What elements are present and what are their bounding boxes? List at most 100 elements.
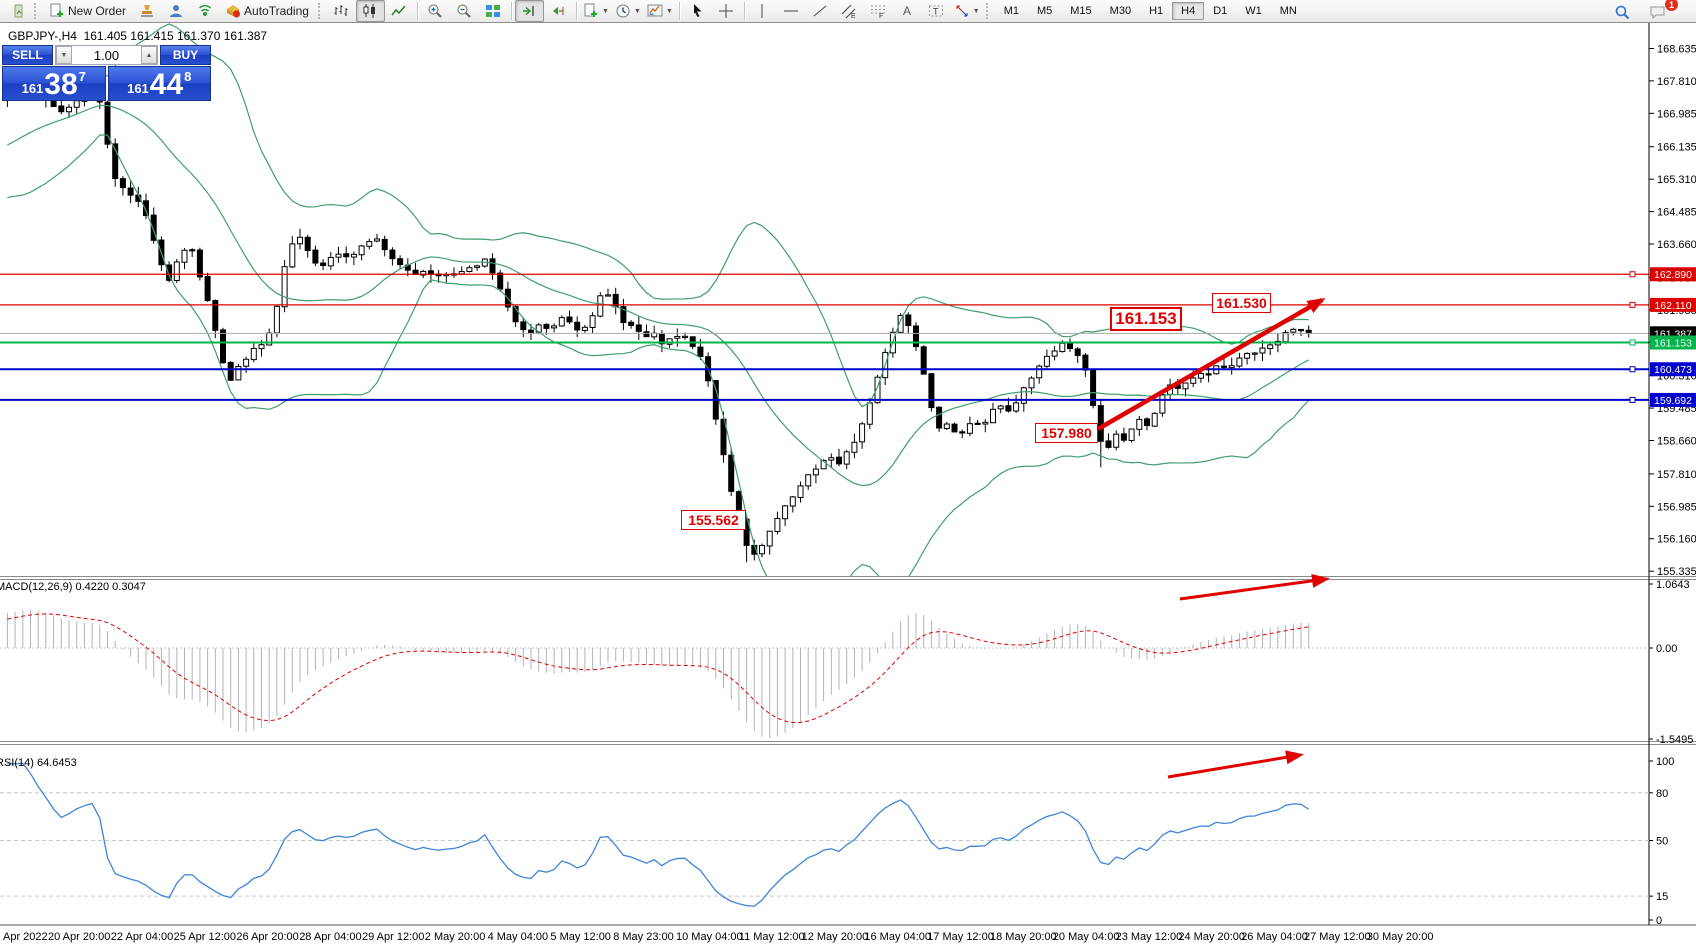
- trend-arrow-3[interactable]: [1167, 750, 1304, 779]
- price-chart[interactable]: 168.635 167.810 166.985 166.135 165.310 164.4…: [0, 23, 1696, 947]
- trend-arrow-2[interactable]: [1179, 573, 1330, 601]
- community-button[interactable]: [161, 0, 190, 22]
- toolbar-separator: [510, 2, 512, 20]
- svg-text:100: 100: [1656, 756, 1674, 768]
- horizontal-line-button[interactable]: [777, 0, 806, 22]
- tile-windows-button[interactable]: [479, 0, 508, 22]
- symbol-ohlc-line: GBPJPY-,H4 161.405 161.415 161.370 161.3…: [8, 29, 268, 43]
- cursor-button[interactable]: [683, 0, 712, 22]
- candlestick-chart-button[interactable]: [355, 0, 385, 22]
- volume-input[interactable]: 1.00: [93, 47, 120, 63]
- clipped-chart-icon[interactable]: [0, 0, 29, 22]
- timeframe-button-d1[interactable]: D1: [1213, 5, 1228, 17]
- crosshair-button[interactable]: [712, 0, 741, 22]
- timeframe-button-m15[interactable]: M15: [1070, 5, 1092, 17]
- bid-pips: 38: [44, 67, 78, 101]
- timeframe-button-m5[interactable]: M5: [1036, 5, 1053, 17]
- timeframe-button-mn[interactable]: MN: [1279, 5, 1297, 17]
- auto-scroll-icon: [553, 7, 564, 15]
- equidistant-channel-button[interactable]: E: [835, 0, 864, 22]
- svg-text:159.692: 159.692: [1654, 395, 1692, 407]
- ask-price-button[interactable]: 161 44 8: [107, 66, 211, 101]
- macd-pane: [0, 610, 1649, 738]
- toolbar-separator: [743, 2, 745, 20]
- new-order-button[interactable]: New Order: [43, 0, 132, 22]
- auto-scroll-button[interactable]: [544, 0, 573, 22]
- templates-button[interactable]: ▼: [644, 0, 676, 22]
- template-icon: [647, 4, 663, 17]
- toolbar-right-group: 1: [1608, 0, 1678, 23]
- vertical-line-button[interactable]: [748, 0, 777, 22]
- crosshair-icon: [719, 4, 734, 18]
- bollinger-bands: [6, 23, 1310, 576]
- svg-text:2 May 20:00: 2 May 20:00: [425, 931, 486, 943]
- zoom-out-button[interactable]: [450, 0, 479, 22]
- time-axis[interactable]: Apr 2022 20 Apr 20:00 22 Apr 04:00 25 Apr 1…: [3, 931, 1433, 943]
- price-label-155562[interactable]: 155.562: [681, 510, 746, 530]
- svg-text:30 May 20:00: 30 May 20:00: [1367, 931, 1434, 943]
- fibonacci-button[interactable]: F: [864, 0, 893, 22]
- price-label-161530[interactable]: 161.530: [1212, 293, 1271, 313]
- autotrading-button[interactable]: AutoTrading: [219, 0, 315, 22]
- toolbar: New Order AutoTrading: [0, 0, 1696, 23]
- arrows-button[interactable]: ▼: [951, 0, 983, 22]
- chart-fragment-icon: [14, 4, 22, 18]
- timeframe-button-h4[interactable]: H4: [1172, 2, 1205, 20]
- shift-end-button[interactable]: [514, 0, 544, 22]
- line-chart-button[interactable]: [385, 0, 414, 22]
- volume-decrease-button[interactable]: ▼: [56, 46, 72, 64]
- up-caret-icon: ▲: [145, 51, 153, 59]
- timeframe-button-h1[interactable]: H1: [1149, 5, 1164, 17]
- periods-button[interactable]: ▼: [612, 0, 644, 22]
- channel-icon: E: [841, 4, 856, 19]
- svg-text:12 May 20:00: 12 May 20:00: [802, 931, 869, 943]
- timeframe-button-w1[interactable]: W1: [1245, 5, 1262, 17]
- text-button[interactable]: A: [893, 0, 922, 22]
- sell-button[interactable]: SELL: [2, 45, 53, 65]
- price-axis[interactable]: 168.635 167.810 166.985 166.135 165.310 164.4…: [1649, 43, 1696, 578]
- text-label-button[interactable]: T: [922, 0, 951, 22]
- notifications-button[interactable]: 1: [1643, 0, 1678, 23]
- price-label-157980[interactable]: 157.980: [1035, 423, 1098, 443]
- bar-chart-button[interactable]: [327, 0, 356, 22]
- svg-text:29 Apr 12:00: 29 Apr 12:00: [362, 931, 424, 943]
- svg-text:T: T: [933, 7, 939, 17]
- rsi-indicator-label: RSI(14) 64.6453: [0, 757, 77, 769]
- ask-prefix: 161: [127, 81, 149, 96]
- zoom-in-icon: [428, 4, 443, 18]
- svg-text:26 May 04:00: 26 May 04:00: [1241, 931, 1308, 943]
- macd-signal-line: [7, 613, 1309, 724]
- svg-text:168.635: 168.635: [1657, 43, 1696, 55]
- toolbar-separator: [678, 2, 680, 20]
- svg-text:158.660: 158.660: [1657, 435, 1696, 447]
- price-label-161153[interactable]: 161.153: [1110, 307, 1182, 331]
- signals-button[interactable]: [190, 0, 219, 22]
- search-button[interactable]: [1608, 1, 1637, 23]
- toolbar-separator: [416, 2, 418, 20]
- horizontal-level-lines[interactable]: [0, 271, 1649, 403]
- svg-text:80: 80: [1656, 788, 1668, 800]
- svg-text:20 Apr 20:00: 20 Apr 20:00: [48, 931, 110, 943]
- new-chart-button[interactable]: ▼: [580, 0, 612, 22]
- svg-text:11 May 12:00: 11 May 12:00: [739, 931, 805, 943]
- svg-text:0: 0: [1656, 915, 1662, 927]
- chat-bubble-icon: [1650, 6, 1664, 20]
- svg-text:22 Apr 04:00: 22 Apr 04:00: [111, 931, 173, 943]
- buy-button[interactable]: BUY: [160, 45, 211, 65]
- svg-text:164.485: 164.485: [1657, 207, 1696, 219]
- trend-arrow-1[interactable]: [1096, 298, 1326, 431]
- svg-text:50: 50: [1656, 836, 1668, 848]
- svg-text:15: 15: [1656, 891, 1668, 903]
- svg-text:-1.5495: -1.5495: [1656, 734, 1693, 746]
- new-order-label: New Order: [68, 4, 127, 18]
- svg-text:4 May 04:00: 4 May 04:00: [488, 931, 549, 943]
- svg-text:23 May 12:00: 23 May 12:00: [1116, 931, 1183, 943]
- publish-button[interactable]: [132, 0, 161, 22]
- timeframe-button-m1[interactable]: M1: [1003, 5, 1019, 17]
- svg-text:162.110: 162.110: [1654, 300, 1691, 312]
- trendline-button[interactable]: [806, 0, 835, 22]
- timeframe-button-m30[interactable]: M30: [1109, 5, 1132, 17]
- bid-price-button[interactable]: 161 38 7: [2, 66, 106, 101]
- zoom-in-button[interactable]: [421, 0, 450, 22]
- volume-increase-button[interactable]: ▲: [141, 46, 157, 64]
